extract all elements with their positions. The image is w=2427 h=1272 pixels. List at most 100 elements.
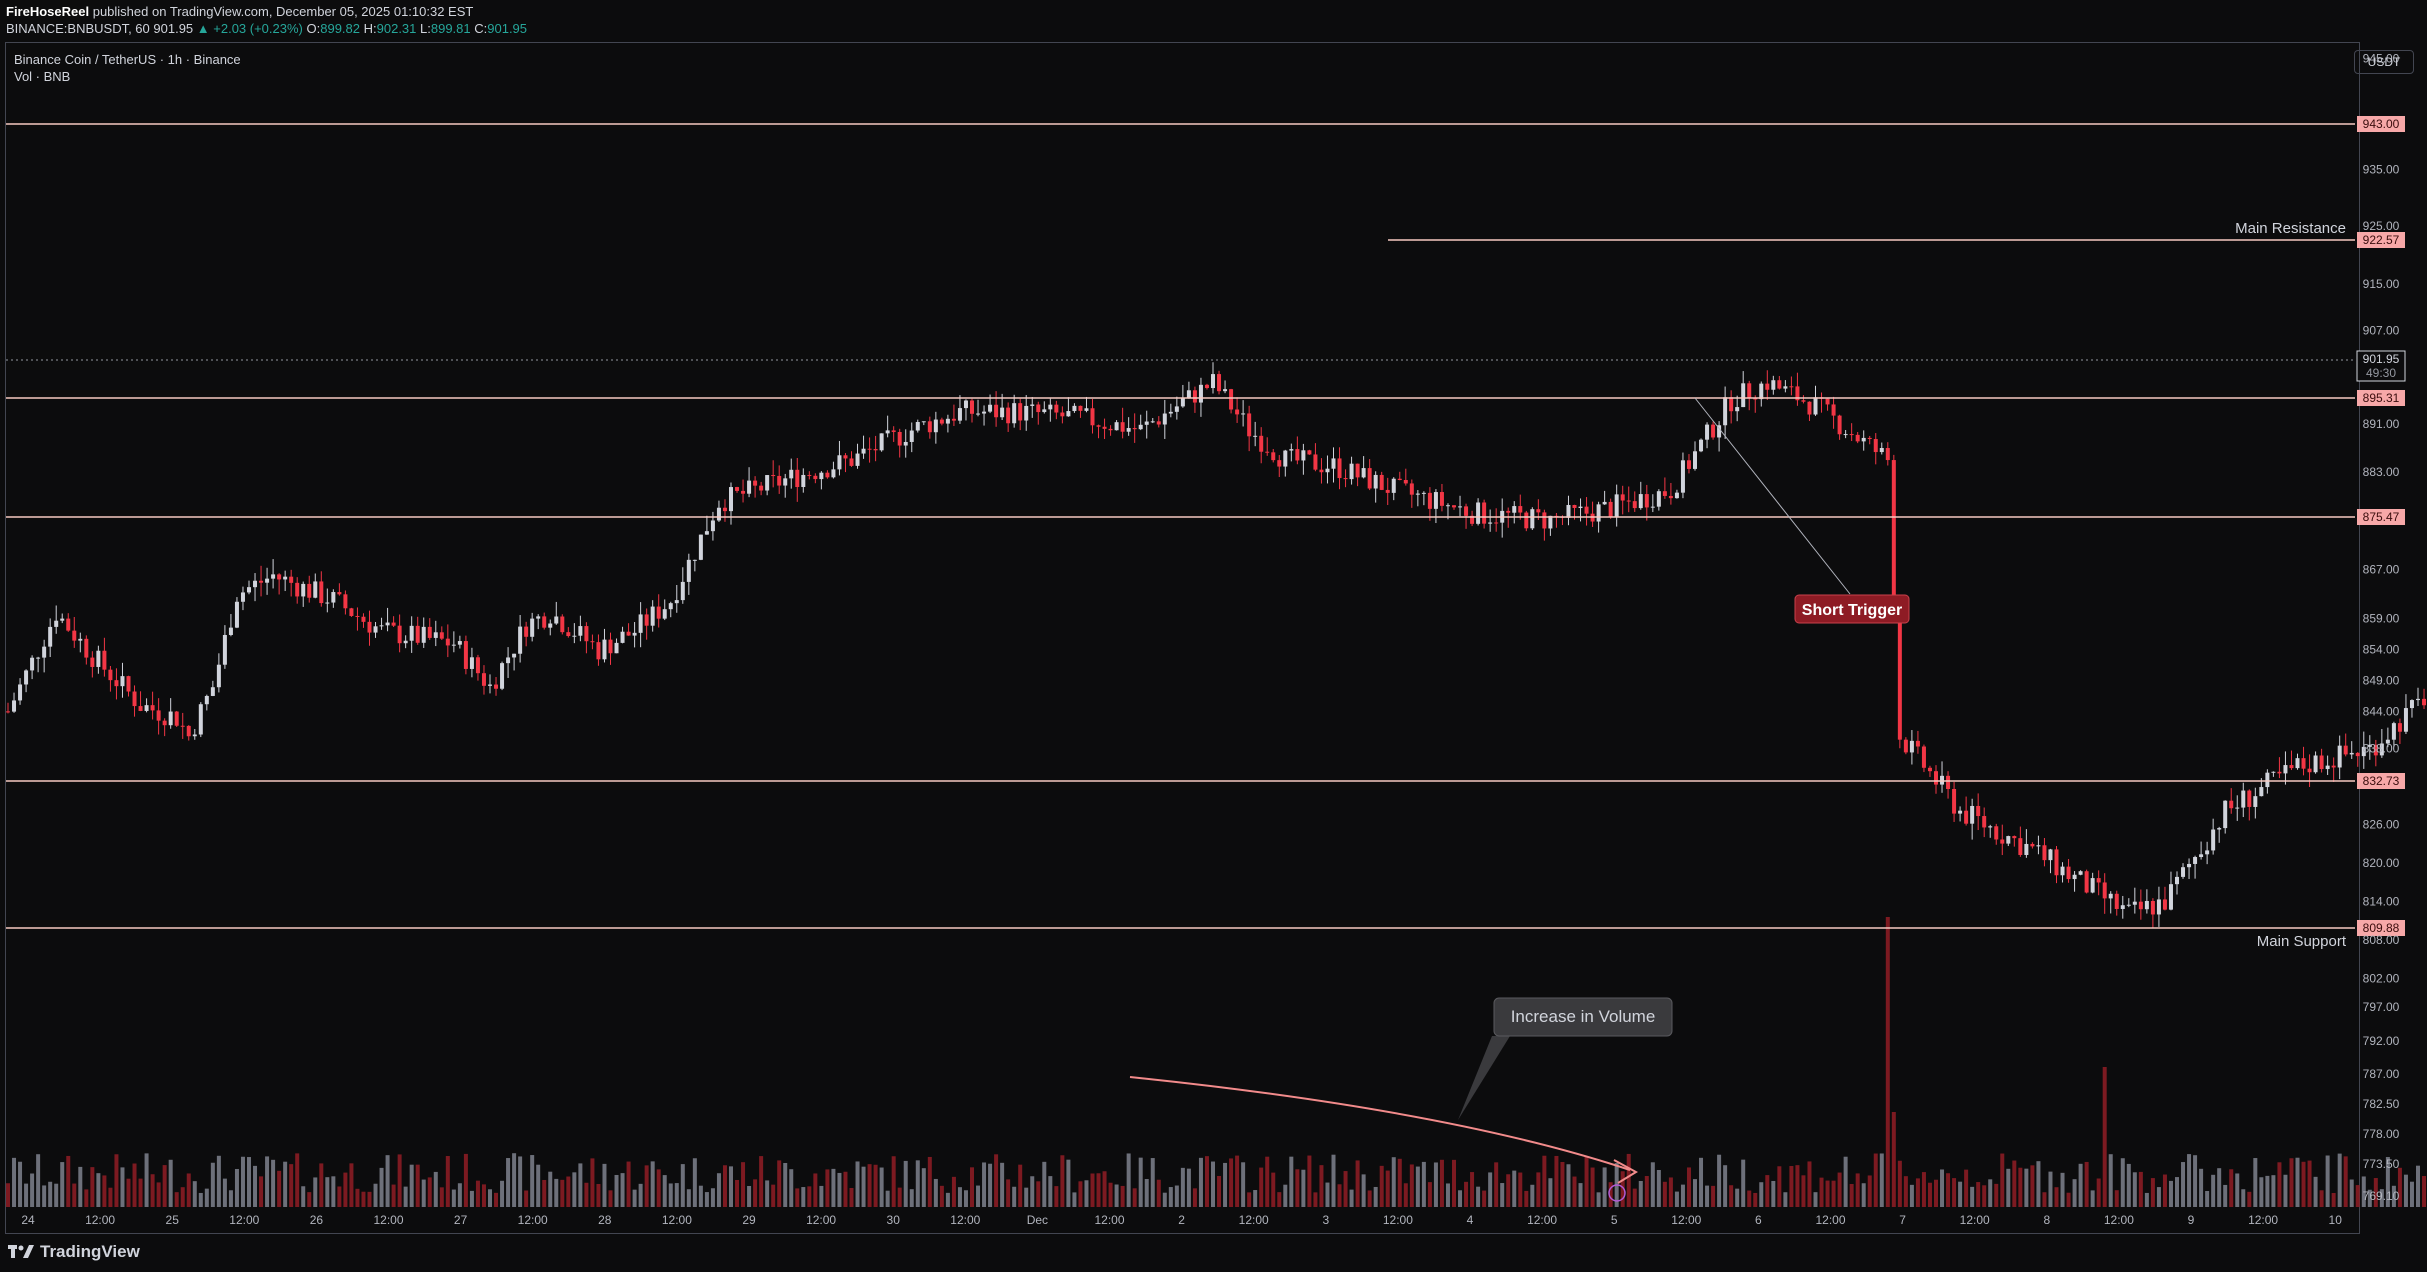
candle-body: [939, 419, 944, 424]
volume-bar: [198, 1192, 203, 1207]
candle-body: [2072, 874, 2077, 880]
candle-body: [2144, 900, 2149, 910]
volume-bar: [1807, 1161, 1812, 1207]
candle-body: [2126, 904, 2131, 906]
candle-body: [1891, 460, 1896, 608]
volume-bar: [1488, 1172, 1493, 1207]
candle-body: [1036, 404, 1041, 413]
candle-body: [855, 453, 860, 466]
candle-body: [1042, 409, 1047, 413]
volume-callout-label: Increase in Volume: [1511, 1007, 1656, 1026]
candle-body: [1548, 515, 1553, 529]
x-axis-tick: 2: [1178, 1213, 1185, 1227]
volume-bar: [48, 1181, 53, 1207]
volume-bar: [240, 1156, 245, 1207]
candle-body: [144, 705, 149, 711]
level-price-tag: [2357, 390, 2405, 406]
y-axis-tick: 802.00: [2363, 972, 2400, 986]
candle-body: [1379, 474, 1384, 490]
candle-body: [2066, 866, 2071, 880]
candle-body: [1753, 398, 1758, 400]
candle-body: [1530, 509, 1535, 529]
volume-bar: [2373, 1178, 2378, 1207]
volume-bar: [42, 1185, 47, 1207]
candle-body: [933, 419, 938, 433]
currency-button[interactable]: USDT: [2354, 50, 2414, 74]
candle-body: [1090, 408, 1095, 426]
candle-body: [427, 626, 432, 638]
volume-bar: [156, 1182, 161, 1207]
volume-bar: [795, 1188, 800, 1207]
volume-bar: [2030, 1165, 2035, 1207]
volume-bar: [789, 1169, 794, 1207]
candle-body: [1018, 403, 1023, 421]
candle-body: [1584, 506, 1589, 514]
candle-body: [1120, 422, 1125, 432]
candle-body: [1879, 448, 1884, 453]
candle-body: [1253, 435, 1258, 437]
candle-body: [1180, 398, 1185, 407]
volume-bar: [247, 1157, 251, 1207]
volume-bar: [2422, 1176, 2427, 1207]
candle-body: [596, 642, 601, 660]
volume-bar: [1421, 1161, 1426, 1207]
volume-bar: [24, 1183, 29, 1207]
candle-body: [2138, 901, 2143, 910]
volume-bar: [1192, 1188, 1197, 1207]
candle-body: [2199, 854, 2204, 858]
volume-bar: [2132, 1172, 2137, 1207]
candle-body: [957, 408, 962, 421]
volume-legend: Vol · BNB: [14, 69, 71, 84]
volume-bar: [2078, 1163, 2083, 1207]
volume-bar: [210, 1162, 215, 1207]
volume-bar: [1686, 1167, 1691, 1207]
candle-body: [1452, 505, 1456, 508]
volume-bar: [1090, 1173, 1095, 1207]
volume-bar: [2331, 1192, 2336, 1207]
volume-bar: [102, 1175, 107, 1207]
candle-body: [1855, 434, 1860, 442]
candle-body: [1259, 435, 1264, 452]
candle-body: [120, 676, 125, 687]
candle-body: [391, 622, 396, 626]
volume-bar: [1018, 1164, 1023, 1207]
candle-body: [2024, 843, 2029, 855]
candle-body: [765, 475, 770, 491]
candle-body: [2156, 899, 2161, 915]
volume-bar: [783, 1162, 788, 1207]
candle-body: [2277, 771, 2282, 774]
volume-bar: [2355, 1185, 2360, 1207]
volume-bar: [891, 1156, 896, 1207]
volume-bar: [602, 1163, 607, 1207]
candle-body: [1518, 506, 1523, 513]
candle-body: [1650, 506, 1655, 508]
candle-body: [1614, 494, 1619, 518]
candle-body: [741, 490, 746, 494]
volume-bar: [1711, 1185, 1716, 1207]
volume-bar: [1349, 1189, 1354, 1207]
volume-bar: [30, 1173, 35, 1207]
candle-body: [1367, 468, 1372, 489]
candle-body: [228, 627, 233, 635]
candle-body: [60, 618, 65, 621]
candle-body: [698, 534, 703, 560]
candle-body: [2241, 790, 2246, 808]
volume-bar: [668, 1183, 673, 1207]
candle-body: [283, 576, 288, 580]
x-axis-tick: 5: [1611, 1213, 1618, 1227]
candle-body: [2247, 790, 2252, 807]
volume-bar: [1506, 1174, 1511, 1207]
volume-bar: [560, 1179, 565, 1207]
candle-body: [1084, 408, 1089, 411]
volume-trend-arrow: [1129, 1076, 1631, 1171]
y-axis-tick: 773.50: [2363, 1157, 2400, 1171]
candle-body: [78, 638, 83, 641]
level-price-tag: [2357, 920, 2405, 936]
short-trigger-pointer: [1694, 397, 1851, 595]
x-axis-tick: 4: [1467, 1213, 1474, 1227]
y-axis-tick: 826.00: [2363, 817, 2400, 831]
candle-body: [361, 616, 366, 622]
volume-bar: [1560, 1162, 1565, 1207]
volume-bar: [1849, 1183, 1854, 1207]
